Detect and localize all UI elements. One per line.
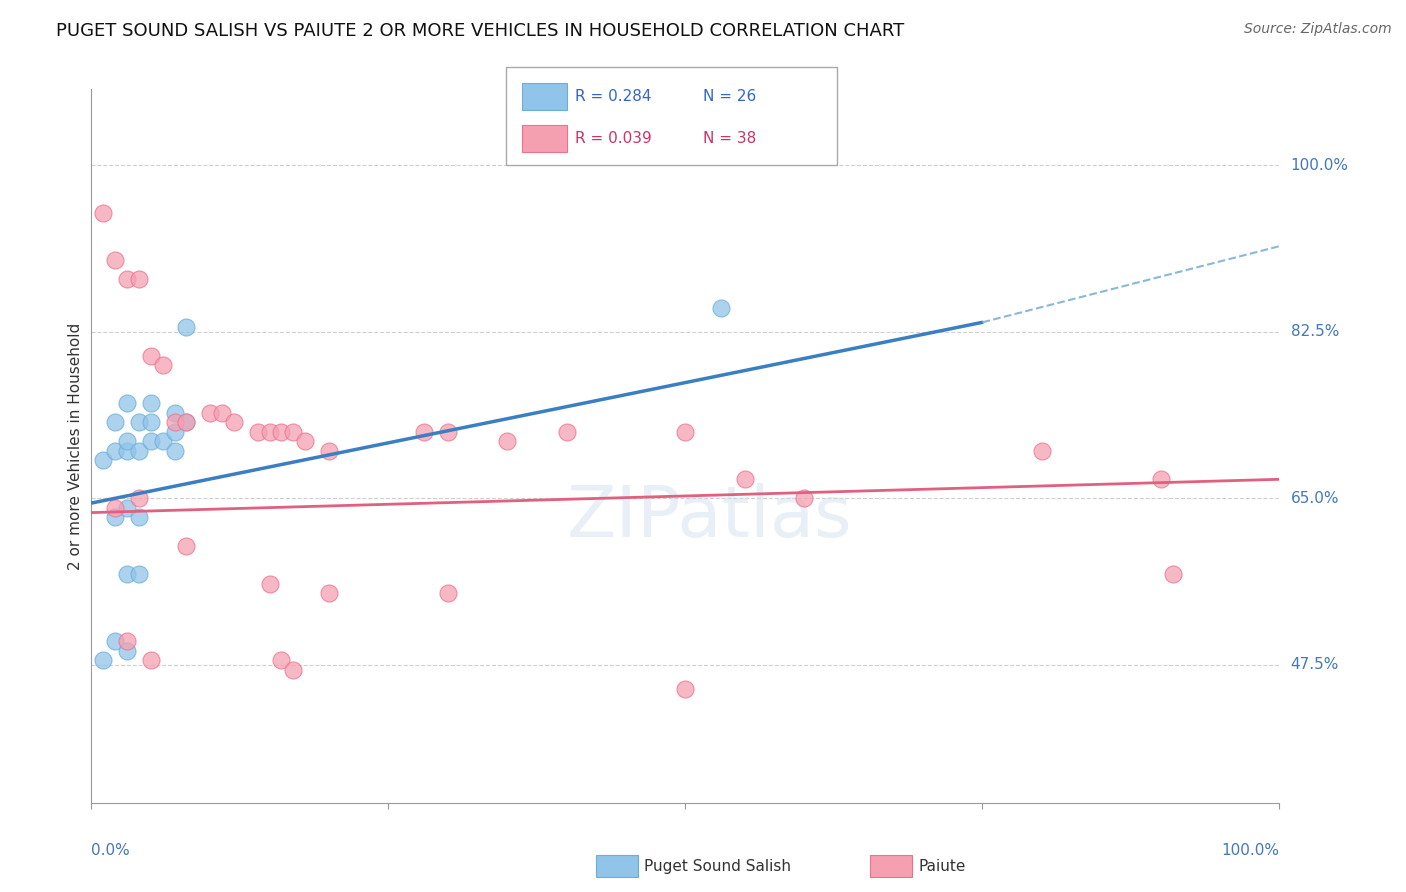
- Point: [246, 425, 269, 439]
- Point: [104, 443, 127, 458]
- Point: [283, 663, 305, 677]
- Point: [1161, 567, 1184, 582]
- Point: [673, 425, 696, 439]
- Point: [128, 415, 150, 429]
- Text: ZIPatlas: ZIPatlas: [567, 483, 852, 552]
- Text: Paiute: Paiute: [918, 859, 966, 873]
- Point: [152, 358, 174, 372]
- Point: [259, 577, 281, 591]
- Point: [128, 491, 150, 506]
- Text: Puget Sound Salish: Puget Sound Salish: [644, 859, 792, 873]
- Point: [139, 396, 162, 410]
- Point: [318, 586, 340, 600]
- Point: [436, 586, 458, 600]
- Point: [115, 396, 138, 410]
- Point: [270, 425, 292, 439]
- Point: [115, 443, 138, 458]
- Point: [222, 415, 245, 429]
- Point: [139, 349, 162, 363]
- Point: [710, 301, 733, 315]
- Point: [496, 434, 519, 449]
- Point: [176, 539, 198, 553]
- Point: [200, 406, 222, 420]
- Point: [91, 206, 114, 220]
- Point: [270, 653, 292, 667]
- Text: PUGET SOUND SALISH VS PAIUTE 2 OR MORE VEHICLES IN HOUSEHOLD CORRELATION CHART: PUGET SOUND SALISH VS PAIUTE 2 OR MORE V…: [56, 22, 904, 40]
- Point: [176, 320, 198, 334]
- Point: [115, 634, 138, 648]
- Point: [318, 443, 340, 458]
- Point: [163, 425, 186, 439]
- Point: [163, 406, 186, 420]
- Point: [104, 415, 127, 429]
- Point: [673, 681, 696, 696]
- Point: [115, 567, 138, 582]
- Point: [115, 643, 138, 657]
- Point: [294, 434, 316, 449]
- Text: R = 0.039: R = 0.039: [575, 131, 652, 145]
- Text: 100.0%: 100.0%: [1222, 843, 1279, 858]
- Y-axis label: 2 or more Vehicles in Household: 2 or more Vehicles in Household: [67, 322, 83, 570]
- Point: [436, 425, 458, 439]
- Text: R = 0.284: R = 0.284: [575, 89, 651, 103]
- Point: [555, 425, 578, 439]
- Point: [104, 634, 127, 648]
- Point: [211, 406, 233, 420]
- Text: Source: ZipAtlas.com: Source: ZipAtlas.com: [1244, 22, 1392, 37]
- Point: [793, 491, 815, 506]
- Point: [128, 510, 150, 524]
- Point: [104, 500, 127, 515]
- Point: [176, 415, 198, 429]
- Point: [128, 567, 150, 582]
- Point: [1031, 443, 1053, 458]
- Point: [163, 443, 186, 458]
- Point: [139, 415, 162, 429]
- Point: [176, 415, 198, 429]
- Point: [104, 510, 127, 524]
- Point: [91, 453, 114, 467]
- Point: [152, 434, 174, 449]
- Point: [734, 472, 756, 486]
- Point: [115, 500, 138, 515]
- Point: [115, 434, 138, 449]
- Point: [128, 443, 150, 458]
- Text: 65.0%: 65.0%: [1291, 491, 1339, 506]
- Text: 47.5%: 47.5%: [1291, 657, 1339, 673]
- Point: [283, 425, 305, 439]
- Point: [115, 272, 138, 286]
- Point: [413, 425, 436, 439]
- Text: 82.5%: 82.5%: [1291, 325, 1339, 339]
- Point: [259, 425, 281, 439]
- Point: [104, 253, 127, 268]
- Text: N = 38: N = 38: [703, 131, 756, 145]
- Point: [163, 415, 186, 429]
- Text: N = 26: N = 26: [703, 89, 756, 103]
- Point: [91, 653, 114, 667]
- Text: 100.0%: 100.0%: [1291, 158, 1348, 173]
- Text: 0.0%: 0.0%: [91, 843, 131, 858]
- Point: [128, 272, 150, 286]
- Point: [139, 434, 162, 449]
- Point: [139, 653, 162, 667]
- Point: [1149, 472, 1171, 486]
